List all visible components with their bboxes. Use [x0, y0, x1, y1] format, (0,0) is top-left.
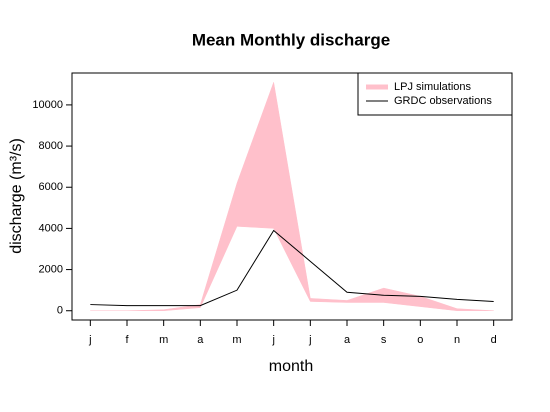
plot-frame	[71, 72, 513, 321]
y-axis-label: discharge (m³/s)	[8, 138, 25, 254]
x-tick-label: o	[417, 334, 423, 346]
y-tick-label: 4000	[39, 222, 63, 234]
x-tick-label: j	[271, 334, 274, 346]
y-tick-label: 2000	[39, 263, 63, 275]
x-tick-label: a	[197, 334, 204, 346]
y-tick-label: 10000	[32, 99, 63, 111]
x-tick-label: f	[125, 334, 129, 346]
x-tick-label: n	[454, 334, 460, 346]
legend-label: GRDC observations	[394, 95, 492, 107]
x-tick-label: d	[491, 334, 497, 346]
observation-line	[90, 229, 494, 307]
x-tick-label: s	[381, 334, 387, 346]
legend-label: LPJ simulations	[394, 81, 472, 93]
simulation-band	[90, 81, 494, 311]
legend-box	[357, 72, 513, 116]
y-tick-label: 8000	[39, 140, 63, 152]
x-axis-label: month	[269, 358, 313, 375]
x-tick-label: j	[88, 334, 91, 346]
x-tick-label: m	[232, 334, 241, 346]
x-tick-label: j	[308, 334, 311, 346]
y-tick-label: 6000	[39, 181, 63, 193]
chart-title: Mean Monthly discharge	[192, 30, 390, 49]
x-tick-label: a	[344, 334, 351, 346]
y-tick-label: 0	[57, 305, 63, 317]
x-tick-label: m	[159, 334, 168, 346]
